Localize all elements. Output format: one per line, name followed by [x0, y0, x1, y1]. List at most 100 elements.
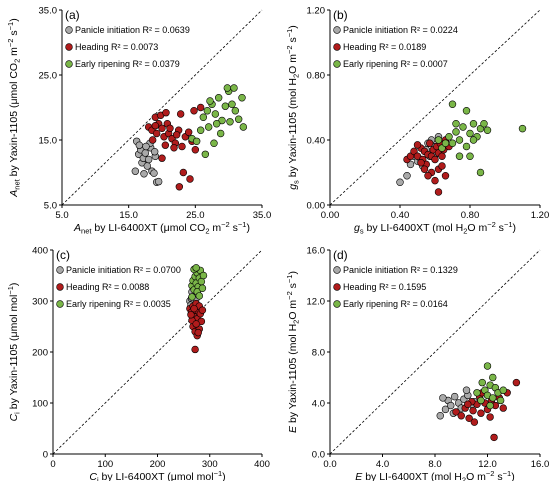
y-axis-title-text: by Yaxin-1105 (mol H: [287, 324, 299, 426]
y-axis-title-italic: E: [287, 425, 299, 433]
legend-marker: [333, 60, 341, 68]
x-axis-title-sub2: 2: [462, 476, 466, 481]
x-axis-title-italic: E: [355, 471, 363, 481]
y-axis-title-end: ): [8, 18, 20, 22]
x-axis-title-italic: A: [73, 222, 81, 234]
data-point-heading: [452, 408, 460, 416]
x-axis-title-sup: −2: [487, 220, 496, 229]
data-point-heading: [486, 413, 494, 421]
x-axis-title-text: by LI-6400XT (mol H: [362, 471, 462, 481]
legend-marker: [56, 300, 64, 308]
data-point-heading: [175, 183, 184, 191]
data-point-early-ripening: [195, 292, 204, 300]
x-axis-title-post: m: [209, 222, 221, 234]
y-axis-title: Ci by Yaxin-1105 (μmol mol−1): [6, 283, 22, 422]
data-point-heading: [162, 108, 170, 117]
data-point-heading: [477, 409, 485, 417]
data-point-heading: [438, 152, 446, 160]
x-axis-title-text: by LI-6400XT (mol H: [364, 222, 464, 234]
data-point-heading: [176, 110, 185, 118]
data-point-early-ripening: [226, 118, 234, 126]
legend-entry: Early ripening R² = 0.0035: [66, 299, 171, 309]
data-point-panicle-initiation: [131, 167, 140, 175]
data-point-early-ripening: [496, 396, 505, 405]
data-point-early-ripening: [203, 107, 212, 115]
panel-letter: (d): [333, 248, 348, 262]
data-point-heading: [190, 304, 198, 313]
data-point-early-ripening: [238, 94, 246, 102]
data-point-early-ripening: [201, 150, 210, 159]
legend-marker: [333, 300, 341, 308]
x-axis-title-sub: net: [81, 227, 92, 236]
data-point-early-ripening: [483, 362, 492, 370]
data-point-heading: [187, 311, 195, 319]
data-point-heading: [172, 131, 181, 139]
legend-marker: [333, 26, 341, 34]
data-point-heading: [151, 121, 160, 130]
legend-marker: [65, 60, 73, 68]
data-point-early-ripening: [452, 120, 460, 128]
data-point-early-ripening: [198, 284, 207, 292]
data-point-heading: [431, 176, 439, 185]
x-axis-title-end: ): [246, 222, 250, 234]
y-tick-label: 0.0: [312, 450, 325, 461]
data-point-panicle-initiation: [450, 392, 459, 401]
data-point-heading: [417, 159, 425, 167]
y-tick-label: 0: [43, 450, 48, 461]
data-point-heading: [148, 136, 157, 144]
legend-marker: [333, 43, 341, 51]
y-axis-title-end: ): [287, 271, 299, 275]
legend-marker: [65, 43, 73, 51]
data-point-heading: [434, 188, 443, 196]
x-axis-title-post: O m: [466, 471, 486, 481]
panel-letter: (b): [333, 8, 348, 22]
x-tick-label: 8.0: [428, 459, 441, 470]
x-tick-label: 25.0: [186, 210, 205, 221]
x-tick-label: 1.20: [531, 210, 550, 221]
data-point-heading: [499, 404, 507, 412]
x-axis-title-post2: s: [496, 222, 504, 234]
data-point-panicle-initiation: [150, 148, 159, 156]
data-point-heading: [166, 124, 174, 133]
y-axis-title-sub2: 2: [13, 59, 22, 63]
x-axis-title-end: ): [511, 471, 515, 481]
data-point-heading: [431, 155, 439, 164]
y-axis-title-post2: s: [287, 283, 299, 291]
x-tick-label: 16.0: [531, 459, 550, 470]
x-tick-label: 4.0: [376, 459, 389, 470]
data-point-early-ripening: [199, 113, 208, 121]
x-tick-label: 12.0: [478, 459, 497, 470]
data-point-early-ripening: [214, 94, 223, 102]
legend-entry: Panicle initiation R² = 0.0700: [66, 265, 181, 275]
data-point-heading: [152, 129, 161, 138]
data-point-early-ripening: [448, 100, 457, 108]
data-point-heading: [184, 128, 193, 136]
x-axis-title: Ci by LI-6400XT (μmol mol−1): [89, 469, 225, 481]
data-point-heading: [192, 320, 200, 328]
y-axis-title-sup2: −1: [6, 22, 15, 31]
legend-marker: [56, 283, 64, 291]
data-point-heading: [191, 146, 200, 154]
y-axis-title-end: ): [8, 283, 20, 287]
chart-panel-1: 5.0 15.0 25.0 35.0 5.0 15.0 25.0 35.0 (a) Panicle…: [6, 6, 271, 236]
data-point-heading: [424, 172, 432, 180]
data-point-heading: [198, 306, 207, 314]
legend-entry: Heading R² = 0.0088: [66, 282, 149, 292]
legend-marker: [333, 283, 341, 291]
data-point-panicle-initiation: [447, 401, 455, 410]
y-tick-label: 1.20: [307, 6, 326, 17]
y-axis-title-text: by Yaxin-1105 (μmol CO: [8, 63, 20, 179]
x-tick-label: 0.0: [323, 459, 336, 470]
x-tick-label: 15.0: [119, 210, 138, 221]
data-point-panicle-initiation: [403, 172, 411, 180]
y-tick-label: 15.0: [39, 136, 58, 147]
y-axis-title-sup2: −1: [285, 275, 294, 284]
y-tick-label: 12.0: [307, 297, 326, 308]
data-point-early-ripening: [486, 401, 494, 410]
y-tick-label: 0.80: [307, 71, 326, 82]
y-tick-label: 0.40: [307, 136, 326, 147]
legend-marker: [65, 26, 73, 34]
data-point-early-ripening: [445, 133, 453, 141]
x-tick-label: 35.0: [253, 210, 272, 221]
